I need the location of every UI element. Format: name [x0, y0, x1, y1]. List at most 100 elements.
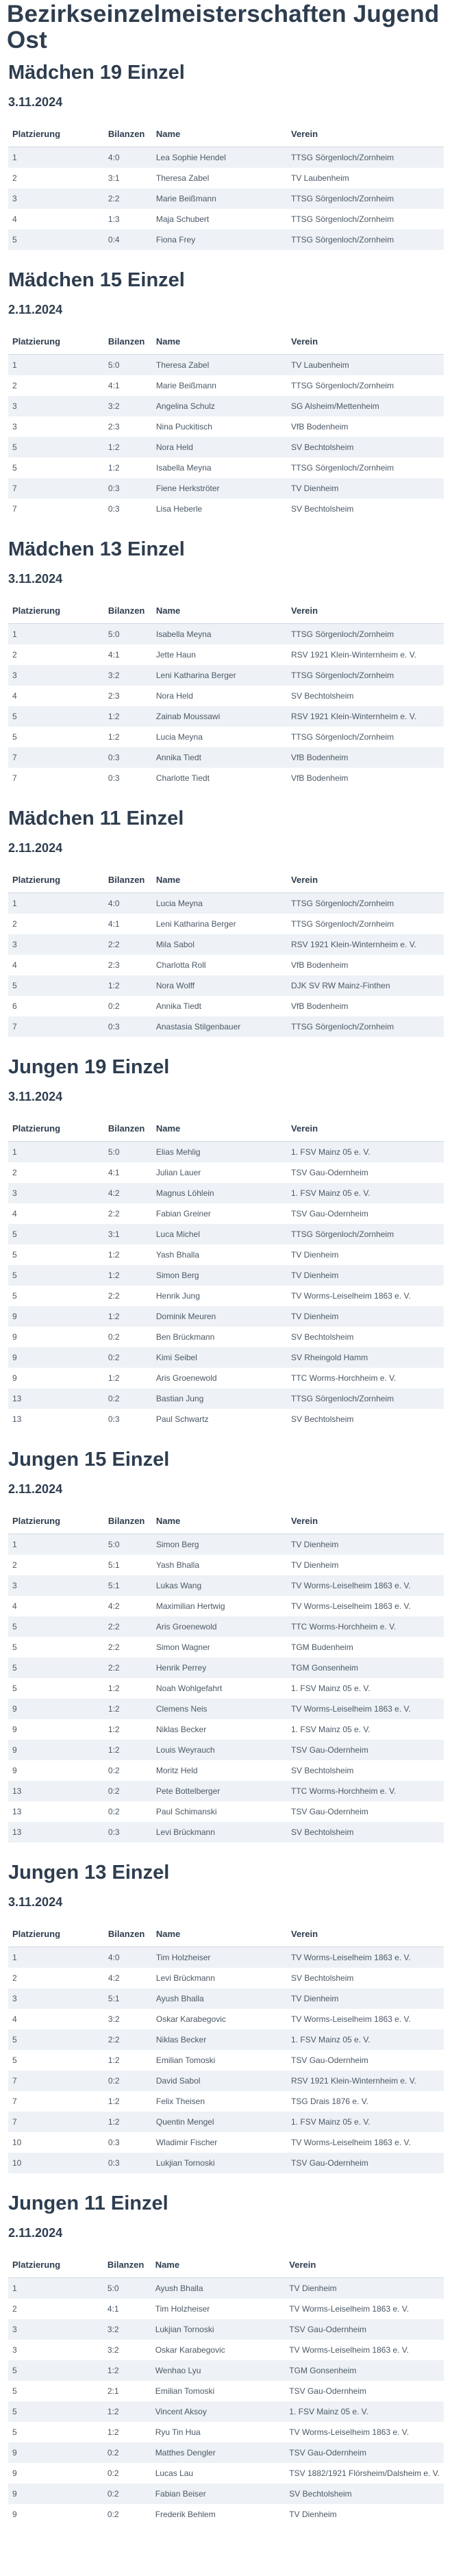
placement-cell: 13: [8, 1409, 104, 1429]
name-cell: Nora Wolff: [151, 975, 288, 996]
table-row: 10 0:3 Wladimir Fischer TV Worms-Leiselheim…: [8, 2132, 444, 2153]
club-cell: SV Bechtolsheim: [287, 686, 444, 706]
record-cell: 4:1: [103, 645, 152, 665]
table-row: 9 1:2 Aris Groenewold TTC Worms-Horchheim e…: [8, 1368, 444, 1388]
record-cell: 1:2: [103, 2401, 151, 2422]
table-row: 9 0:2 Moritz Held SV Bechtolsheim: [8, 1760, 444, 1781]
table-row: 7 1:2 Quentin Mengel 1. FSV Mainz 05 e. V.: [8, 2112, 444, 2132]
record-cell: 1:2: [103, 1740, 152, 1760]
name-cell: Wenhao Lyu: [151, 2360, 286, 2381]
table-row: 5 1:2 Isabella Meyna TTSG Sörgenloch/Zornhe…: [8, 458, 444, 478]
table-row: 5 2:2 Simon Wagner TGM Budenheim: [8, 1637, 444, 1658]
column-header: Verein: [287, 1115, 444, 1142]
record-cell: 1:2: [103, 2112, 152, 2132]
placement-cell: 10: [8, 2132, 104, 2153]
name-cell: Isabella Meyna: [151, 623, 288, 645]
club-cell: TSV Gau-Odernheim: [287, 1740, 444, 1760]
section-date: 3.11.2024: [8, 572, 63, 586]
record-cell: 0:2: [103, 1781, 152, 1801]
placement-cell: 10: [8, 2153, 104, 2173]
record-cell: 1:2: [103, 1265, 152, 1286]
name-cell: Julian Lauer: [151, 1162, 288, 1183]
record-cell: 5:1: [103, 1575, 152, 1596]
table-row: 13 0:2 Pete Bottelberger TTC Worms-Horchhei…: [8, 1781, 444, 1801]
club-cell: TTC Worms-Horchheim e. V.: [287, 1368, 444, 1388]
record-cell: 0:2: [103, 2504, 151, 2525]
club-cell: RSV 1921 Klein-Winternheim e. V.: [287, 706, 444, 727]
record-cell: 1:2: [103, 1306, 152, 1327]
club-cell: 1. FSV Mainz 05 e. V.: [287, 2029, 444, 2050]
name-cell: Nora Held: [151, 686, 288, 706]
table-row: 3 2:2 Marie Beißmann TTSG Sörgenloch/Zornhe…: [8, 188, 444, 209]
name-cell: Fiona Frey: [151, 229, 288, 250]
club-cell: TV Worms-Leiselheim 1863 e. V.: [287, 1699, 444, 1719]
table-row: 7 1:2 Felix Theisen TSG Drais 1876 e. V.: [8, 2091, 444, 2112]
record-cell: 4:1: [103, 375, 152, 396]
name-cell: Niklas Becker: [151, 2029, 288, 2050]
placement-cell: 5: [8, 1616, 104, 1637]
record-cell: 5:0: [103, 354, 152, 375]
name-cell: Fabian Beiser: [151, 2484, 286, 2504]
record-cell: 2:2: [103, 1637, 152, 1658]
record-cell: 4:2: [103, 1596, 152, 1616]
record-cell: 4:0: [103, 1947, 152, 1968]
club-cell: TTSG Sörgenloch/Zornheim: [287, 147, 444, 168]
table-row: 3 3:2 Oskar Karabegovic TV Worms-Leiselheim…: [8, 2340, 444, 2360]
record-cell: 3:2: [103, 396, 152, 416]
placement-cell: 5: [8, 706, 104, 727]
club-cell: 1. FSV Mainz 05 e. V.: [287, 2112, 444, 2132]
section-title: Jungen 13 Einzel: [8, 1862, 170, 1884]
table-row: 5 1:2 Emilian Tomoski TSV Gau-Odernheim: [8, 2050, 444, 2071]
table-row: 4 1:3 Maja Schubert TTSG Sörgenloch/Zornhei…: [8, 209, 444, 229]
placement-cell: 9: [8, 2463, 103, 2484]
section-title: Mädchen 13 Einzel: [8, 538, 185, 560]
club-cell: TV Worms-Leiselheim 1863 e. V.: [285, 2422, 444, 2442]
section-title: Jungen 11 Einzel: [8, 2192, 168, 2214]
placement-cell: 5: [8, 1224, 104, 1245]
name-cell: Annika Tiedt: [151, 747, 288, 768]
results-sections: Mädchen 19 Einzel 3.11.2024 Platzierung Bil…: [0, 53, 452, 2525]
table-row: 13 0:2 Paul Schimanski TSV Gau-Odernheim: [8, 1801, 444, 1822]
column-header: Name: [151, 2251, 286, 2278]
name-cell: Tim Holzheiser: [151, 2299, 286, 2319]
record-cell: 0:3: [103, 2153, 152, 2173]
club-cell: TSV Gau-Odernheim: [287, 1162, 444, 1183]
placement-cell: 9: [8, 2442, 103, 2463]
table-header-row: Platzierung Bilanzen Name Verein: [8, 1508, 444, 1534]
club-cell: SV Bechtolsheim: [287, 1760, 444, 1781]
name-cell: Quentin Mengel: [151, 2112, 288, 2132]
column-header: Name: [151, 597, 288, 624]
record-cell: 0:2: [103, 2484, 151, 2504]
name-cell: Ayush Bhalla: [151, 1988, 288, 2009]
section-title: Mädchen 15 Einzel: [8, 269, 185, 291]
name-cell: Tim Holzheiser: [151, 1947, 288, 1968]
name-cell: Frederik Behlem: [151, 2504, 286, 2525]
placement-cell: 9: [8, 1740, 104, 1760]
placement-cell: 13: [8, 1388, 104, 1409]
name-cell: Henrik Perrey: [151, 1658, 288, 1678]
club-cell: TV Dienheim: [287, 1555, 444, 1575]
table-header-row: Platzierung Bilanzen Name Verein: [8, 1115, 444, 1142]
table-row: 5 3:1 Luca Michel TTSG Sörgenloch/Zornheim: [8, 1224, 444, 1245]
name-cell: Ben Brückmann: [151, 1327, 288, 1347]
results-table: Platzierung Bilanzen Name Verein 1 4:0 Tim Hol…: [8, 1921, 444, 2173]
placement-cell: 1: [8, 147, 104, 168]
club-cell: VfB Bodenheim: [287, 768, 444, 788]
record-cell: 0:4: [103, 229, 152, 250]
club-cell: TV Dienheim: [287, 1265, 444, 1286]
name-cell: Magnus Löhlein: [151, 1183, 288, 1203]
club-cell: TTSG Sörgenloch/Zornheim: [287, 727, 444, 747]
club-cell: VfB Bodenheim: [287, 996, 444, 1016]
club-cell: TTSG Sörgenloch/Zornheim: [287, 375, 444, 396]
placement-cell: 5: [8, 1286, 104, 1306]
club-cell: TV Dienheim: [287, 1245, 444, 1265]
club-cell: TGM Gonsenheim: [285, 2360, 444, 2381]
club-cell: SV Bechtolsheim: [285, 2484, 444, 2504]
record-cell: 0:2: [103, 1388, 152, 1409]
column-header: Platzierung: [8, 2251, 103, 2278]
table-row: 5 1:2 Ryu Tin Hua TV Worms-Leiselheim 1863 …: [8, 2422, 444, 2442]
record-cell: 0:3: [103, 747, 152, 768]
section-title: Mädchen 19 Einzel: [8, 62, 185, 84]
table-row: 9 0:2 Kimi Seibel SV Rheingold Hamm: [8, 1347, 444, 1368]
results-table: Platzierung Bilanzen Name Verein 1 4:0 Lucia M…: [8, 866, 444, 1037]
